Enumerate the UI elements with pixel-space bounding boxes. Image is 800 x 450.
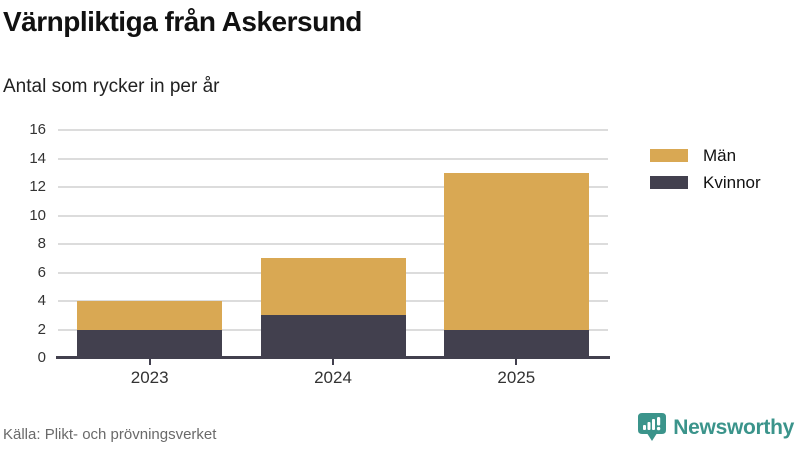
legend-item-kvinnor: Kvinnor [650,173,761,192]
bar-segment-kvinnor-2023 [77,329,223,358]
y-tick-label: 2 [37,320,46,338]
bar-segment-män-2023 [77,301,223,330]
y-tick-label: 4 [37,292,46,309]
bar-segment-kvinnor-2025 [443,329,589,358]
newsworthy-logo[interactable]: Newsworthy [637,412,794,444]
x-tick-label: 2025 [497,368,536,387]
x-tick [148,358,151,365]
y-tick-label: 10 [29,206,46,224]
plot-area: 2023 2024 2025 [56,129,610,387]
legend-item-man: Män [650,146,761,165]
y-tick-label: 6 [37,263,46,281]
x-axis-line [56,356,610,359]
x-tick [332,358,334,365]
bar-segment-män-2024 [260,258,406,316]
x-tick-label: 2023 [130,368,169,387]
bar-segment-kvinnor-2024 [260,315,406,358]
y-tick-label: 8 [37,235,46,252]
y-tick-label: 16 [29,121,46,138]
page-title: Värnpliktiga från Askersund [3,6,362,37]
legend-swatch-kvinnor [650,176,688,189]
y-tick-label: 0 [37,349,46,366]
legend-label-man: Män [703,145,737,165]
chart-subtitle: Antal som rycker in per år [3,76,220,97]
gridline [58,157,608,160]
gridline [58,243,608,245]
newsworthy-wordmark: Newsworthy [673,416,794,439]
legend-swatch-man [650,149,688,162]
newsworthy-icon [638,413,667,441]
y-tick-label: 12 [29,178,46,195]
gridline [58,214,608,217]
y-axis-labels: 0 2 4 6 8 10 12 14 16 [0,121,46,366]
bar-segment-män-2025 [443,172,589,330]
y-tick-label: 14 [29,149,46,167]
x-tick [515,358,518,365]
legend: Män Kvinnor [650,146,761,200]
gridline [58,129,608,131]
x-tick-label: 2024 [314,368,352,387]
legend-label-kvinnor: Kvinnor [703,172,761,192]
gridline [58,186,608,188]
source-text: Källa: Plikt- och prövningsverket [3,426,217,443]
